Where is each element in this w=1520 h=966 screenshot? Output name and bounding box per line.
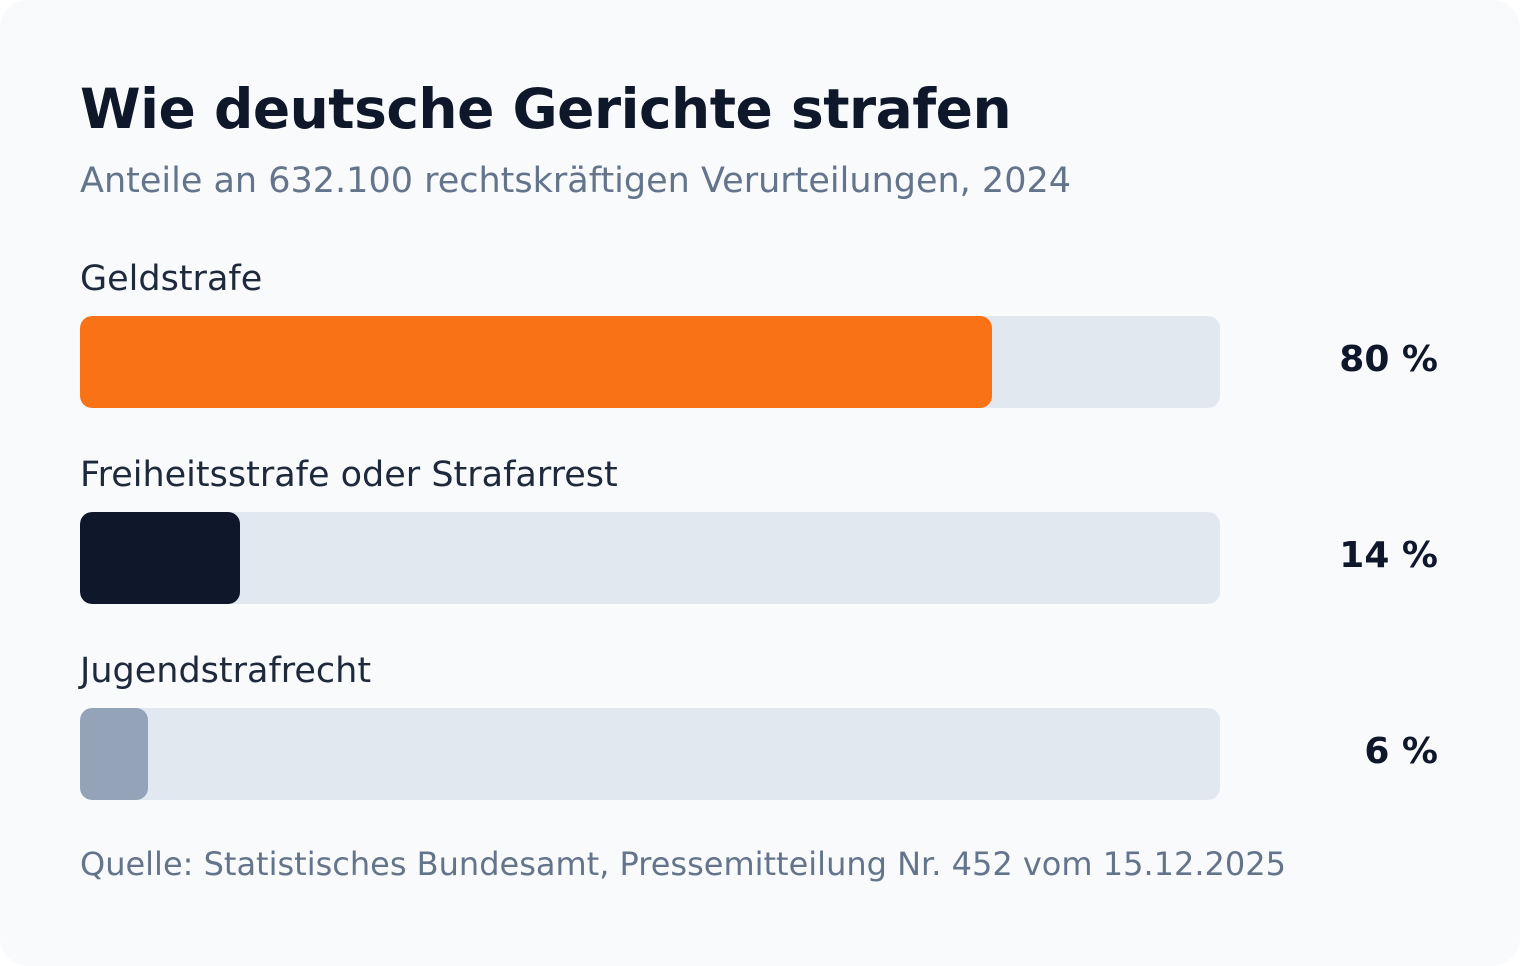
- bar-value-label: 6 %: [1364, 731, 1438, 772]
- bar-fill: [80, 316, 992, 408]
- bar-label: Geldstrafe: [80, 259, 263, 299]
- bar-label: Jugendstrafrecht: [80, 651, 372, 691]
- bar-value-label: 14 %: [1339, 535, 1438, 576]
- bar-label: Freiheitsstrafe oder Strafarrest: [80, 455, 618, 495]
- source-note: Quelle: Statistisches Bundesamt, Pressem…: [80, 845, 1286, 883]
- bar-track: [80, 512, 1220, 604]
- bar-fill: [80, 512, 240, 604]
- bar-row: Freiheitsstrafe oder Strafarrest 14 %: [80, 454, 1440, 604]
- bar-fill: [80, 708, 149, 800]
- chart-title: Wie deutsche Gerichte strafen: [80, 77, 1012, 141]
- bar-track: [80, 708, 1220, 800]
- bar-value-label: 80 %: [1339, 339, 1438, 380]
- chart-subtitle: Anteile an 632.100 rechtskräftigen Verur…: [80, 161, 1072, 201]
- bar-track: [80, 316, 1220, 408]
- bar-row: Jugendstrafrecht 6 %: [80, 650, 1440, 800]
- bar-row: Geldstrafe 80 %: [80, 258, 1440, 408]
